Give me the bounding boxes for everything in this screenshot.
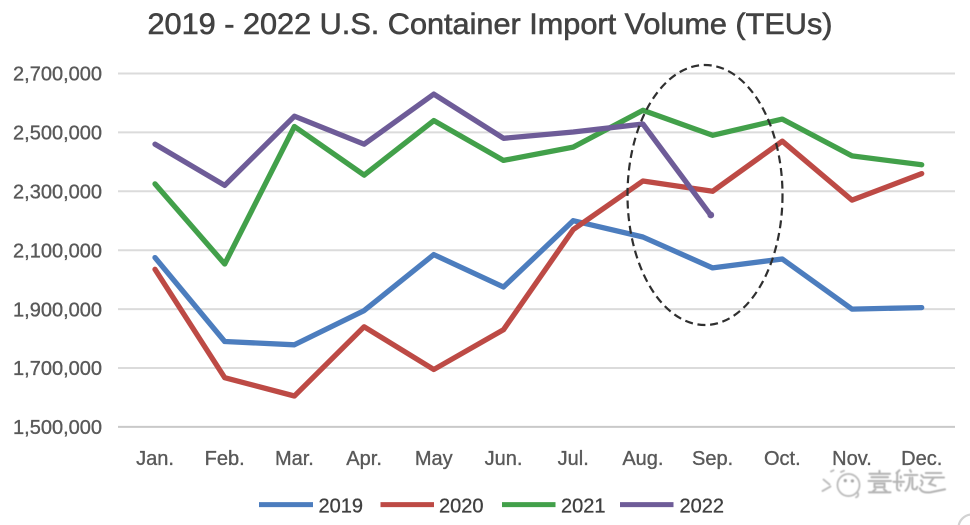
svg-text:2021: 2021 — [561, 496, 606, 518]
svg-text:2,500,000: 2,500,000 — [13, 123, 102, 145]
svg-text:2,100,000: 2,100,000 — [13, 240, 102, 262]
svg-text:Dec.: Dec. — [901, 448, 942, 470]
svg-text:May: May — [415, 448, 453, 470]
svg-text:1,500,000: 1,500,000 — [13, 417, 102, 439]
svg-text:Jan.: Jan. — [136, 448, 174, 470]
svg-text:Oct.: Oct. — [764, 448, 801, 470]
svg-text:Mar.: Mar. — [275, 448, 314, 470]
svg-text:2022: 2022 — [680, 496, 725, 518]
svg-text:2,300,000: 2,300,000 — [13, 182, 102, 204]
svg-text:2020: 2020 — [439, 496, 484, 518]
svg-text:1,700,000: 1,700,000 — [13, 358, 102, 380]
svg-text:Apr.: Apr. — [346, 448, 382, 470]
svg-text:1,900,000: 1,900,000 — [13, 299, 102, 321]
svg-text:Jul.: Jul. — [558, 448, 589, 470]
svg-text:2019: 2019 — [319, 496, 364, 518]
svg-text:Feb.: Feb. — [205, 448, 245, 470]
svg-text:2019 - 2022 U.S. Container Imp: 2019 - 2022 U.S. Container Import Volume… — [148, 8, 833, 41]
svg-text:Jun.: Jun. — [485, 448, 523, 470]
svg-text:2,700,000: 2,700,000 — [13, 64, 102, 86]
svg-text:Aug.: Aug. — [622, 448, 663, 470]
svg-text:Nov.: Nov. — [832, 448, 872, 470]
svg-text:Sep.: Sep. — [692, 448, 733, 470]
